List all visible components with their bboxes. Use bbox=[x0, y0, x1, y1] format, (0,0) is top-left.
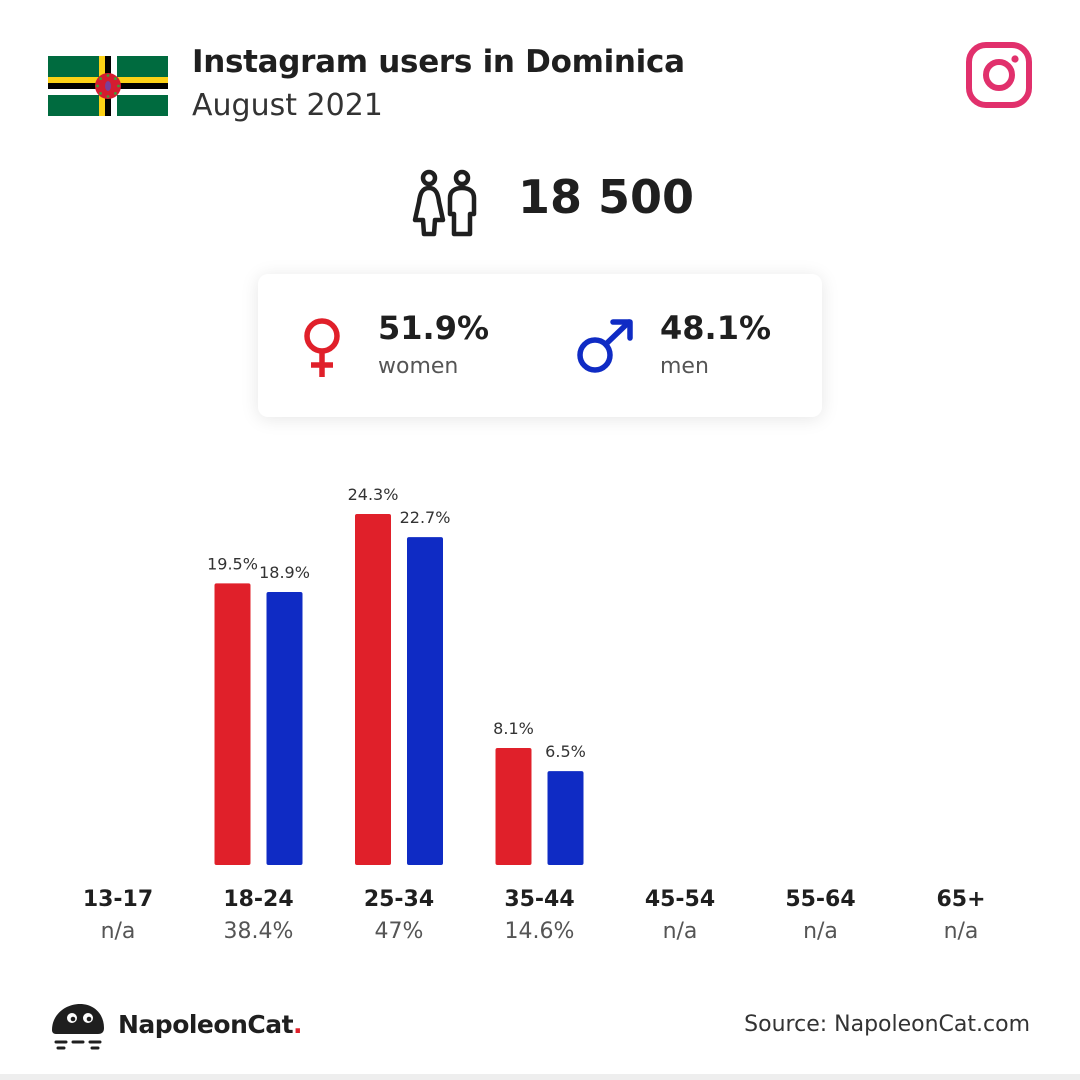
female-symbol-icon bbox=[304, 318, 340, 377]
men-percentage: 48.1% bbox=[660, 309, 772, 347]
category-total-45-54: n/a bbox=[663, 919, 698, 944]
category-label-13-17: 13-17 bbox=[83, 887, 153, 912]
male-symbol-icon bbox=[577, 319, 633, 373]
bar-women-25-34 bbox=[355, 514, 391, 865]
women-percentage: 51.9% bbox=[378, 309, 490, 347]
page-title: Instagram users in Dominica bbox=[192, 44, 685, 80]
data-label-women-25-34: 24.3% bbox=[348, 485, 399, 504]
data-label-women-35-44: 8.1% bbox=[493, 719, 534, 738]
category-label-55-64: 55-64 bbox=[785, 887, 855, 912]
people-icon bbox=[412, 169, 477, 237]
data-label-women-18-24: 19.5% bbox=[207, 554, 258, 573]
total-users-value: 18 500 bbox=[518, 170, 695, 224]
instagram-icon bbox=[966, 42, 1032, 108]
age-gender-bar-chart: 13-17 n/a 19.5% 18.9% 18-24 38.4% 24.3%22.7% 25… bbox=[83, 485, 986, 944]
source-note: Source: NapoleonCat.com bbox=[744, 1012, 1030, 1037]
category-label-45-54: 45-54 bbox=[645, 887, 715, 912]
category-label-25-34: 25-34 bbox=[364, 887, 434, 912]
bottom-divider bbox=[0, 1074, 1080, 1080]
napoleoncat-brand: NapoleonCat. bbox=[118, 1010, 303, 1039]
bar-men-35-44 bbox=[547, 771, 584, 865]
men-label: men bbox=[660, 354, 709, 379]
gender-card bbox=[258, 274, 822, 417]
bar-men-18-24 bbox=[266, 592, 303, 865]
page-subtitle: August 2021 bbox=[192, 88, 383, 123]
category-total-35-44: 14.6% bbox=[505, 919, 575, 944]
data-label-men-18-24: 18.9% bbox=[259, 563, 310, 582]
category-label-35-44: 35-44 bbox=[504, 887, 574, 912]
brand-name: NapoleonCat bbox=[118, 1010, 294, 1039]
category-total-65+: n/a bbox=[944, 919, 979, 944]
category-label-18-24: 18-24 bbox=[223, 887, 293, 912]
category-label-65+: 65+ bbox=[936, 887, 985, 912]
data-label-men-35-44: 6.5% bbox=[545, 742, 586, 761]
bar-women-18-24 bbox=[214, 583, 251, 865]
bar-women-35-44 bbox=[495, 748, 532, 865]
category-total-18-24: 38.4% bbox=[224, 919, 294, 944]
napoleoncat-logo bbox=[52, 1004, 104, 1050]
category-total-55-64: n/a bbox=[803, 919, 838, 944]
data-label-men-25-34: 22.7% bbox=[400, 508, 451, 527]
category-total-25-34: 47% bbox=[375, 919, 424, 944]
women-label: women bbox=[378, 354, 459, 379]
bar-men-25-34 bbox=[407, 537, 443, 865]
category-total-13-17: n/a bbox=[101, 919, 136, 944]
dominica-flag bbox=[48, 56, 168, 116]
brand-dot: . bbox=[293, 1010, 303, 1039]
